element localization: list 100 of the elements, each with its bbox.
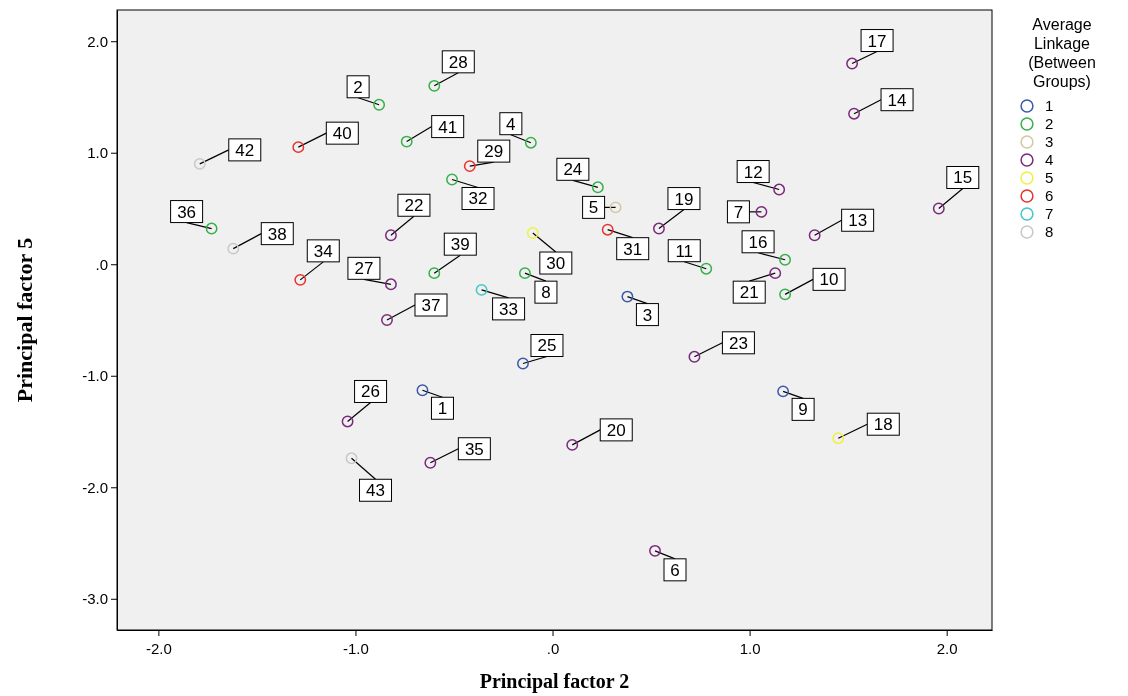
annotation: 30 xyxy=(546,254,566,274)
annotation: 34 xyxy=(313,241,333,261)
annotation: 14 xyxy=(887,90,907,110)
y-axis-title: Principal factor 5 xyxy=(12,237,37,403)
annotation: 35 xyxy=(464,439,484,459)
point xyxy=(755,205,768,218)
annotation: 26 xyxy=(361,382,381,402)
legend-label: 6 xyxy=(1045,187,1054,204)
y-tick-label: -3.0 xyxy=(82,590,108,608)
point xyxy=(777,385,790,398)
legend-label: 2 xyxy=(1045,115,1054,132)
annotation: 15 xyxy=(953,168,973,188)
annotation: 43 xyxy=(366,481,385,501)
point xyxy=(373,98,386,111)
point xyxy=(653,222,665,235)
x-tick-label: -2.0 xyxy=(145,640,172,657)
point xyxy=(779,253,792,266)
legend-title: Average Linkage (Between Groups) xyxy=(1028,16,1096,90)
annotation: 7 xyxy=(733,202,744,222)
point xyxy=(294,273,307,286)
point xyxy=(700,262,713,275)
point xyxy=(517,357,529,370)
annotation: 21 xyxy=(739,283,759,303)
annotation: 8 xyxy=(541,283,551,303)
point xyxy=(463,160,476,173)
point xyxy=(384,278,397,291)
point xyxy=(475,283,488,296)
annotation: 39 xyxy=(450,235,470,255)
point xyxy=(609,201,622,214)
annotation: 11 xyxy=(675,241,694,261)
legend-label: 1 xyxy=(1045,97,1054,114)
annotation: 42 xyxy=(235,140,255,160)
annotation: 36 xyxy=(177,202,197,222)
annotation: 40 xyxy=(332,124,352,144)
annotation: 23 xyxy=(728,333,748,353)
point xyxy=(621,290,634,303)
point xyxy=(428,267,441,280)
annotation: 28 xyxy=(448,52,468,72)
annotation: 37 xyxy=(421,296,441,315)
annotation: 33 xyxy=(499,299,519,319)
annotation: 17 xyxy=(867,31,887,51)
annotation: 4 xyxy=(506,114,516,134)
x-tick-label: 2.0 xyxy=(936,640,958,657)
point xyxy=(341,415,354,428)
point xyxy=(808,229,821,242)
point xyxy=(428,79,441,92)
point xyxy=(526,227,539,239)
legend-label: 8 xyxy=(1045,223,1054,240)
point xyxy=(205,222,218,235)
point xyxy=(848,107,860,120)
point xyxy=(193,157,206,170)
point xyxy=(688,350,701,363)
x-axis-title: Principal factor 2 xyxy=(479,670,630,693)
annotation: 29 xyxy=(484,142,504,162)
annotation: 10 xyxy=(819,270,839,290)
x-tick-label: .0 xyxy=(546,640,560,657)
point xyxy=(524,136,537,149)
x-tick-label: 1.0 xyxy=(739,640,761,657)
annotation: 27 xyxy=(354,259,374,279)
y-tick-label: 1.0 xyxy=(87,144,108,162)
annotation: 22 xyxy=(404,196,424,216)
annotation: 20 xyxy=(606,420,626,440)
point xyxy=(345,452,358,465)
point xyxy=(446,173,458,186)
point xyxy=(292,141,305,154)
annotation: 2 xyxy=(353,77,363,97)
point xyxy=(400,135,413,148)
point xyxy=(601,223,614,236)
legend-label: 3 xyxy=(1045,133,1054,150)
point xyxy=(227,242,240,255)
point xyxy=(769,267,782,280)
point xyxy=(424,456,437,469)
annotation: 19 xyxy=(674,189,694,209)
annotation: 5 xyxy=(588,198,599,218)
legend-label: 5 xyxy=(1045,169,1054,186)
annotation: 13 xyxy=(848,211,868,231)
legend-label: 7 xyxy=(1045,205,1054,222)
annotation: 16 xyxy=(748,232,768,252)
point xyxy=(932,202,945,215)
x-tick-label: -1.0 xyxy=(343,640,369,657)
point xyxy=(416,384,429,397)
point xyxy=(566,438,579,451)
annotation: 32 xyxy=(468,189,488,209)
annotation: 3 xyxy=(642,305,653,325)
point xyxy=(591,181,604,194)
point xyxy=(773,183,786,196)
annotation: 31 xyxy=(623,239,643,259)
y-tick-label: .0 xyxy=(95,255,108,273)
point xyxy=(649,544,661,557)
point xyxy=(846,57,859,70)
y-tick-label: 2.0 xyxy=(87,32,108,50)
annotation: 9 xyxy=(798,400,808,420)
annotation: 6 xyxy=(670,560,680,580)
annotation: 38 xyxy=(267,224,287,244)
point xyxy=(832,432,845,445)
point xyxy=(384,229,397,242)
annotation: 12 xyxy=(743,162,763,182)
annotation: 41 xyxy=(438,117,458,137)
annotation: 24 xyxy=(563,160,583,180)
legend-label: 4 xyxy=(1045,151,1054,168)
